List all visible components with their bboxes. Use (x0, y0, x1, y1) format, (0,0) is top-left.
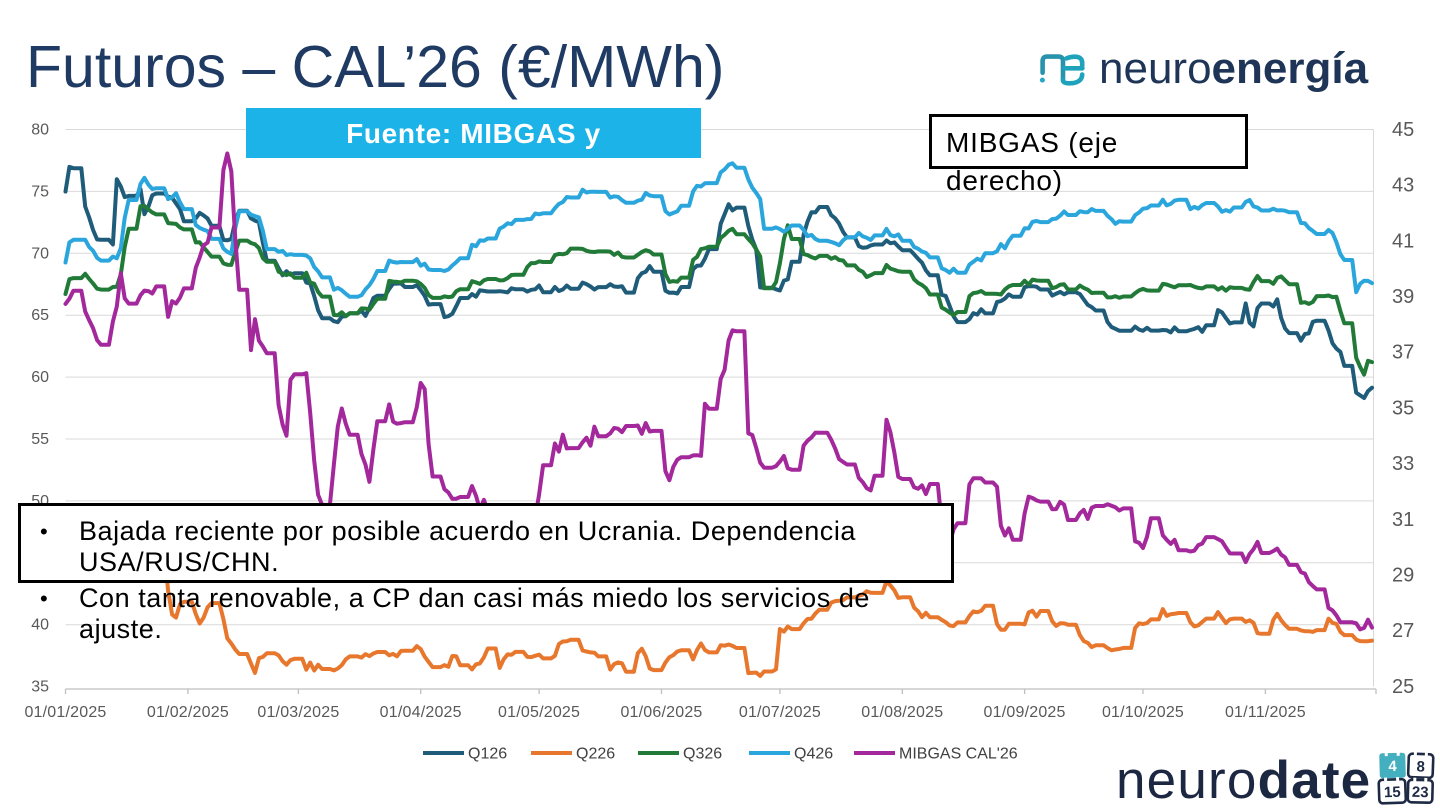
svg-text:01/08/2025: 01/08/2025 (861, 704, 943, 721)
svg-text:35: 35 (1392, 397, 1414, 419)
svg-text:01/04/2025: 01/04/2025 (380, 704, 462, 721)
svg-text:01/11/2025: 01/11/2025 (1225, 704, 1306, 721)
svg-text:41: 41 (1392, 230, 1414, 252)
svg-text:01/02/2025: 01/02/2025 (147, 704, 229, 721)
svg-text:75: 75 (31, 183, 49, 200)
svg-text:33: 33 (1392, 453, 1414, 475)
svg-text:35: 35 (31, 679, 49, 696)
svg-text:01/07/2025: 01/07/2025 (739, 704, 821, 721)
svg-text:39: 39 (1392, 286, 1414, 308)
svg-text:40: 40 (31, 617, 49, 634)
svg-text:MIBGAS CAL'26: MIBGAS CAL'26 (899, 746, 1018, 763)
svg-text:01/01/2025: 01/01/2025 (24, 704, 106, 721)
svg-text:23: 23 (1412, 784, 1429, 801)
svg-text:Q426: Q426 (794, 746, 833, 763)
svg-text:55: 55 (31, 431, 49, 448)
svg-text:15: 15 (1384, 784, 1401, 802)
svg-text:01/05/2025: 01/05/2025 (498, 704, 580, 721)
svg-text:4: 4 (1388, 758, 1397, 775)
svg-text:01/09/2025: 01/09/2025 (984, 704, 1066, 721)
svg-text:60: 60 (31, 369, 49, 386)
svg-text:43: 43 (1392, 175, 1414, 197)
svg-text:29: 29 (1392, 564, 1414, 586)
svg-text:70: 70 (31, 245, 49, 262)
svg-text:Q226: Q226 (576, 746, 615, 763)
svg-text:01/06/2025: 01/06/2025 (620, 704, 702, 721)
svg-text:25: 25 (1392, 676, 1414, 698)
svg-text:31: 31 (1392, 509, 1414, 531)
svg-text:27: 27 (1392, 620, 1414, 642)
svg-text:80: 80 (31, 122, 49, 139)
svg-text:45: 45 (1392, 119, 1414, 141)
svg-text:Q126: Q126 (468, 746, 507, 763)
svg-text:01/03/2025: 01/03/2025 (257, 704, 339, 721)
svg-text:37: 37 (1392, 342, 1414, 364)
svg-text:65: 65 (31, 307, 49, 324)
svg-text:01/10/2025: 01/10/2025 (1102, 704, 1184, 721)
svg-text:Q326: Q326 (683, 746, 722, 763)
svg-text:8: 8 (1416, 758, 1425, 775)
